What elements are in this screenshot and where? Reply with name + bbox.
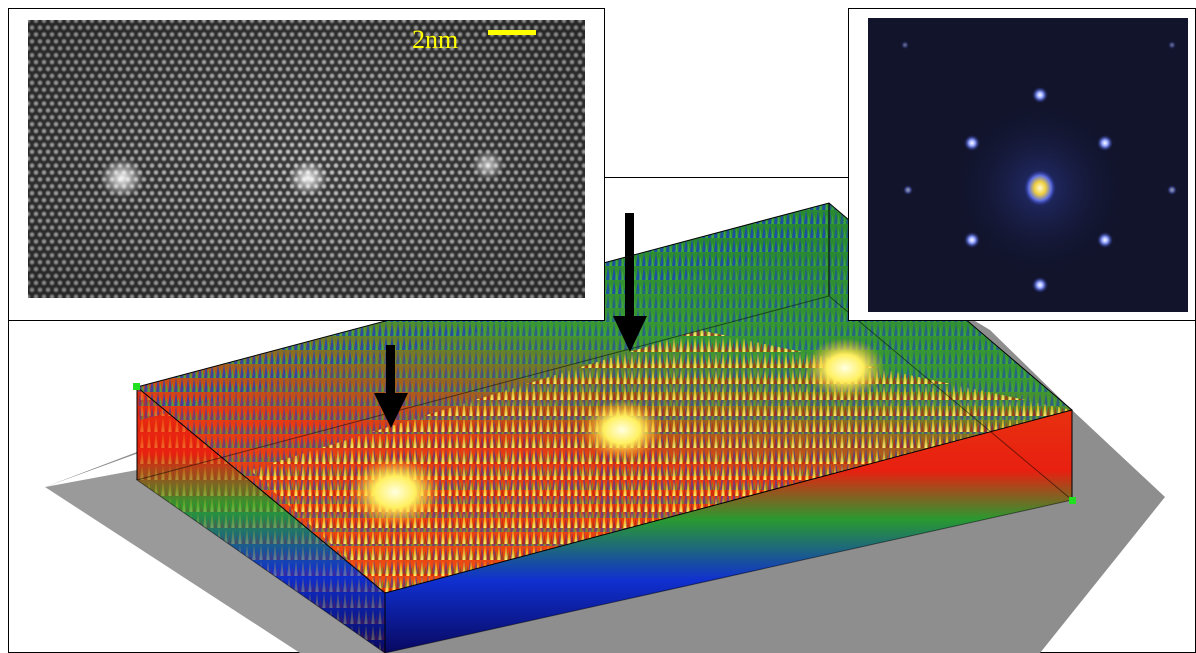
bright-site — [472, 150, 504, 180]
page: 2nm (() => { const data = JSON.parse(doc… — [0, 0, 1196, 653]
fft-spot — [1097, 232, 1113, 248]
fft-spot — [1097, 135, 1113, 151]
bright-peak — [805, 338, 885, 398]
handle — [1069, 497, 1076, 504]
fft-spot — [1168, 41, 1176, 49]
bright-peak — [582, 400, 662, 460]
arrow-shaft — [625, 213, 634, 318]
lattice-image — [28, 20, 585, 298]
fft-spot — [1167, 185, 1177, 195]
fft-spot — [964, 232, 980, 248]
bright-site — [100, 158, 144, 198]
scale-bar — [488, 30, 536, 35]
fft-spot — [964, 135, 980, 151]
fft-image — [868, 18, 1188, 312]
scale-bar-label: 2nm — [412, 25, 458, 54]
handle — [133, 383, 140, 390]
bright-site — [288, 160, 328, 196]
figure: 2nm — [0, 0, 1196, 653]
fft-spot — [1032, 87, 1048, 103]
fft-spot — [903, 185, 913, 195]
arrow-shaft — [386, 345, 395, 395]
fft-spot — [901, 41, 909, 49]
fft-center — [1024, 170, 1056, 206]
bright-peak — [350, 457, 440, 527]
fft-spot — [1032, 277, 1048, 293]
